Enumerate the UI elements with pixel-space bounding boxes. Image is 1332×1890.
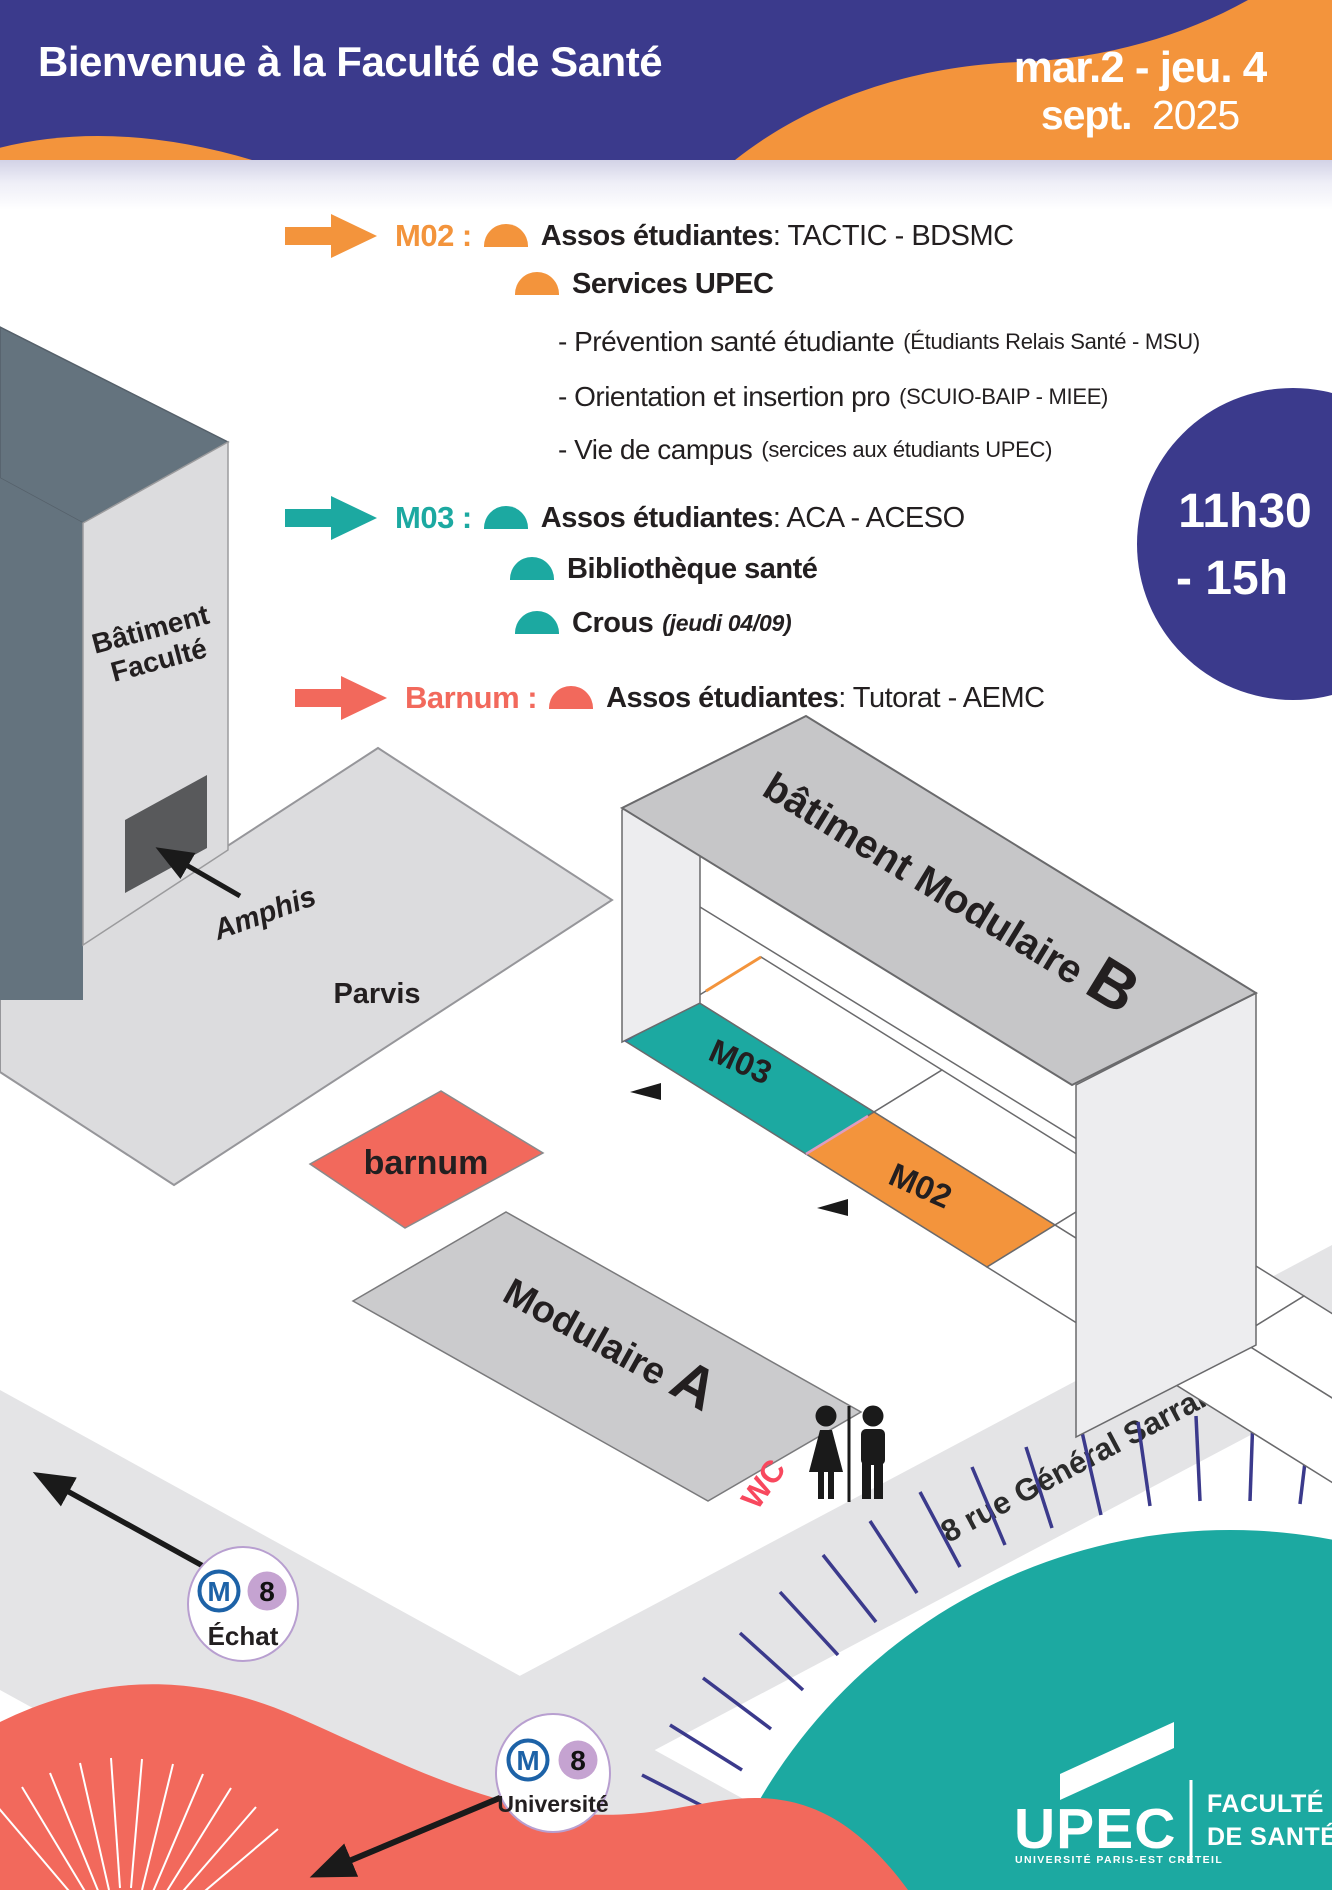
legend-row-m02: M02 : Assos étudiantes : TACTIC - BDSMC <box>285 214 1014 258</box>
item-note: (sercices aux étudiants UPEC) <box>761 437 1053 462</box>
m02-arrow-icon <box>285 214 377 258</box>
barnum-assos-value: : Tutorat - AEMC <box>838 681 1045 714</box>
metro-universite: M 8 Université <box>495 1713 611 1833</box>
legend-row-services: Services UPEC <box>515 268 774 301</box>
crous-label: Crous <box>572 607 654 639</box>
wc-figures-icon <box>809 1405 885 1502</box>
m02-key: M02 : <box>395 218 472 253</box>
item-note: (SCUIO-BAIP - MIEE) <box>899 384 1109 409</box>
services-label: Services UPEC <box>572 268 774 300</box>
m02-assos-label: Assos étudiantes <box>540 219 774 252</box>
metro-m-letter: M <box>207 1576 230 1607</box>
barnum-arrow-icon <box>295 676 387 720</box>
header-shadow <box>0 160 1332 210</box>
accent-pink-line <box>805 1114 869 1156</box>
station-echat-label: Échat <box>208 1621 279 1651</box>
coral-wave-shape <box>0 1684 908 1890</box>
time-start: 11h30 <box>1178 485 1311 538</box>
parvis-label: Parvis <box>333 978 420 1010</box>
time-badge: 11h30 - 15h <box>1137 388 1332 700</box>
m03-assos-label: Assos étudiantes <box>540 501 774 534</box>
station-universite-label: Université <box>497 1791 608 1817</box>
echat-direction-arrow <box>32 1472 205 1569</box>
m03-dome-icon <box>483 505 528 529</box>
time-badge-circle <box>1137 388 1332 700</box>
amphis-arrow-icon <box>155 847 242 899</box>
header-shapes <box>0 0 1332 160</box>
barnum-label: barnum <box>364 1144 489 1182</box>
header-banner: Bienvenue à la Faculté de Santé mar.2 - … <box>0 0 1332 160</box>
bibliotheque-label: Bibliothèque santé <box>567 553 818 585</box>
page-title: Bienvenue à la Faculté de Santé <box>38 38 663 85</box>
legend-item-prevention: - Prévention santé étudiante (Étudiants … <box>558 326 1200 358</box>
legend-row-m03: M03 : Assos étudiantes : ACA - ACESO <box>285 496 965 540</box>
crous-dome-icon <box>515 611 559 634</box>
barnum-dome-icon <box>549 685 594 709</box>
item-main: - Prévention santé étudiante <box>558 326 895 357</box>
legend-row-crous: Crous (jeudi 04/09) <box>515 607 792 640</box>
event-dates: mar.2 - jeu. 4 sept. 2025 <box>955 43 1325 139</box>
metro-m-letter: M <box>516 1745 539 1776</box>
modulaire-a-area <box>351 1211 863 1502</box>
entrance-m02-icon <box>817 1199 848 1216</box>
time-end: - 15h <box>1176 552 1288 605</box>
line-8-number: 8 <box>570 1745 586 1776</box>
upec-subtitle: UNIVERSITÉ PARIS-EST CRÉTEIL <box>1015 1853 1223 1866</box>
street-sarrail <box>116 1245 1332 1890</box>
teal-corner-shape <box>717 1530 1332 1890</box>
barnum-area <box>308 1090 545 1229</box>
entrance-m03-icon <box>630 1083 661 1100</box>
m03-key: M03 : <box>395 500 472 535</box>
upec-flag-icon <box>1060 1722 1174 1800</box>
legend-item-vie-campus: - Vie de campus (sercices aux étudiants … <box>558 434 1052 466</box>
upec-logo: UPEC UNIVERSITÉ PARIS-EST CRÉTEIL FACULT… <box>1014 1722 1332 1866</box>
item-note: (Étudiants Relais Santé - MSU) <box>903 329 1200 354</box>
dates-month-year: sept. 2025 <box>955 92 1325 138</box>
item-main: - Orientation et insertion pro <box>558 381 891 412</box>
faculte-left-face <box>0 478 83 1000</box>
faculte-door <box>125 775 207 893</box>
batiment-faculte: Bâtiment Faculté Amphis <box>0 326 320 1000</box>
wall-base-line <box>699 906 1151 1185</box>
services-dome-icon <box>515 272 559 295</box>
legend-row-bibliotheque: Bibliothèque santé <box>510 553 818 586</box>
sunburst-white-icon <box>0 1757 279 1890</box>
m02-dome-icon <box>483 223 528 247</box>
line-8-badge-icon <box>558 1740 598 1780</box>
m03-assos-value: : ACA - ACESO <box>772 501 965 534</box>
barnum-key: Barnum : <box>405 680 538 715</box>
dates-month: sept. <box>1040 92 1133 138</box>
crous-note: (jeudi 04/09) <box>662 610 792 636</box>
header-orange-blob <box>735 0 1332 160</box>
dates-days: mar.2 - jeu. 4 <box>1013 43 1268 92</box>
barnum-assos-label: Assos étudiantes <box>606 681 839 714</box>
line-8-number: 8 <box>259 1576 275 1607</box>
m02-assos-value: : TACTIC - BDSMC <box>772 219 1014 252</box>
faculty-line1: FACULTÉ <box>1207 1789 1324 1818</box>
metro-m-roundel-icon <box>506 1738 550 1782</box>
modulaire-b-roof <box>619 714 1259 1087</box>
header-orange-hump <box>0 136 252 160</box>
item-main: - Vie de campus <box>558 434 753 465</box>
accent-orange-line <box>705 955 762 993</box>
legend-item-orientation: - Orientation et insertion pro (SCUIO-BA… <box>558 381 1108 413</box>
universite-direction-arrow <box>309 1794 504 1878</box>
metro-echat: M 8 Échat <box>187 1546 299 1662</box>
line-8-badge-icon <box>247 1571 287 1611</box>
faculty-line2: DE SANTÉ <box>1207 1822 1332 1851</box>
upec-wordmark: UPEC <box>1014 1797 1176 1861</box>
metro-m-roundel-icon <box>197 1569 241 1613</box>
sunburst-blue-icon <box>641 1415 1312 1816</box>
m03-arrow-icon <box>285 496 377 540</box>
bibliotheque-dome-icon <box>510 557 554 580</box>
legend-row-barnum: Barnum : Assos étudiantes : Tutorat - AE… <box>295 676 1045 720</box>
dates-year: 2025 <box>1151 92 1240 138</box>
